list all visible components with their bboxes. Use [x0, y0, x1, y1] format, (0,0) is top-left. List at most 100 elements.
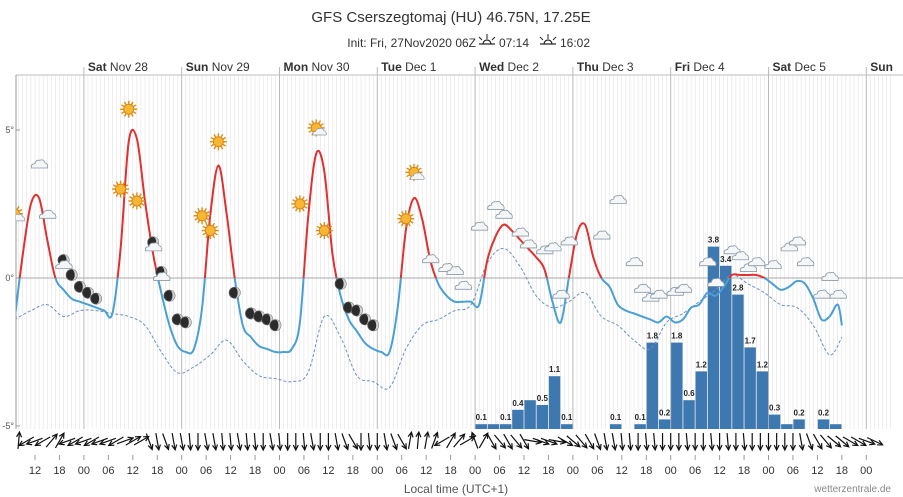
- precip-bar: [634, 424, 646, 429]
- wind-arrow: [667, 433, 674, 452]
- x-tick-label: 06: [787, 465, 799, 477]
- wind-arrow: [244, 432, 251, 452]
- sun-icon: [291, 195, 309, 213]
- x-tick-label: 06: [396, 465, 408, 477]
- wind-arrow: [203, 433, 210, 452]
- wind-arrow: [812, 433, 823, 450]
- wind-arrow: [732, 433, 739, 452]
- x-tick-label: 12: [518, 465, 530, 477]
- precip-bar: [671, 342, 683, 429]
- moon-icon: [90, 292, 103, 305]
- precip-label: 1.1: [549, 365, 561, 374]
- precip-label: 1.8: [671, 332, 683, 341]
- wind-arrow: [374, 433, 381, 452]
- precip-label: 1.8: [647, 332, 659, 341]
- x-tick-label: 18: [151, 465, 163, 477]
- wind-arrow: [503, 433, 513, 450]
- wind-arrow: [107, 436, 124, 447]
- wind-arrow: [269, 433, 276, 452]
- cloud-icon: [731, 251, 750, 261]
- precipitation-labels: 0.1 0.10.40.51.10.1 0.1 0.11.80.21.80.61.23…: [476, 236, 830, 423]
- dewpoint-line: [16, 247, 843, 390]
- wind-arrow: [397, 433, 407, 450]
- y-tick-label: -5°: [2, 421, 14, 431]
- cloud-icon: [312, 127, 327, 136]
- precip-bar: [658, 419, 671, 429]
- precip-bar: [830, 424, 842, 429]
- precip-label: 0.5: [537, 394, 549, 403]
- cloud-icon: [560, 236, 578, 246]
- precip-label: 1.2: [696, 360, 708, 369]
- y-tick-label: 5°: [5, 125, 14, 135]
- wind-arrow: [510, 434, 523, 449]
- wind-arrow: [749, 433, 756, 452]
- wind-arrow: [446, 432, 456, 449]
- precip-bar: [695, 371, 707, 429]
- x-tick-label: 06: [591, 465, 603, 477]
- day-label: Wed Dec 2: [479, 60, 539, 74]
- sun-icon: [128, 192, 146, 210]
- cloud-icon: [723, 245, 741, 255]
- wind-arrow: [194, 433, 202, 452]
- day-label: Sun Nov 29: [186, 60, 250, 74]
- precip-bar: [561, 424, 573, 429]
- chart-title: GFS Cserszegtomaj (HU) 46.75N, 17.25E: [311, 9, 590, 26]
- sunrise-time: 07:14: [499, 36, 529, 50]
- wind-arrow: [383, 433, 390, 452]
- x-tick-label: 18: [249, 465, 261, 477]
- wind-arrow: [493, 434, 507, 449]
- wind-arrow: [179, 433, 186, 452]
- wind-arrow: [858, 437, 877, 446]
- wind-arrow: [619, 432, 626, 452]
- x-tick-label: 00: [762, 465, 774, 477]
- wind-arrow: [187, 432, 194, 452]
- y-tick-label: 0°: [5, 273, 14, 283]
- x-tick-label: 06: [102, 465, 114, 477]
- cloud-icon: [454, 280, 472, 290]
- precip-label: 3.4: [720, 255, 732, 264]
- precip-bar: [744, 347, 756, 429]
- sunrise-icon: [478, 34, 496, 45]
- wind-arrow: [341, 433, 350, 451]
- wind-arrows: [16, 430, 884, 452]
- wind-arrow: [98, 437, 117, 446]
- moon-icon: [163, 289, 176, 302]
- wind-arrow: [575, 434, 588, 449]
- wind-arrow: [309, 433, 316, 452]
- precip-bar: [781, 424, 793, 429]
- wind-arrow: [227, 432, 234, 452]
- precip-bar: [720, 265, 732, 429]
- precip-label: 0.1: [561, 413, 573, 422]
- day-label: Sun: [870, 60, 893, 74]
- precip-bar: [768, 414, 781, 429]
- precip-bar: [536, 405, 549, 429]
- cloud-icon: [609, 194, 627, 204]
- precip-bar: [817, 419, 830, 429]
- wind-arrow: [540, 437, 559, 446]
- wind-arrow: [827, 435, 842, 448]
- wind-arrow: [819, 434, 833, 449]
- cloud-icon: [764, 260, 782, 270]
- precip-bar: [793, 419, 805, 429]
- sunset-time: 16:02: [560, 36, 590, 50]
- x-tick-label: 12: [420, 465, 432, 477]
- wind-arrow: [145, 433, 154, 451]
- cloud-icon: [30, 159, 49, 169]
- precip-bar: [732, 294, 744, 429]
- x-tick-label: 06: [200, 465, 212, 477]
- cloud-icon: [796, 257, 815, 267]
- moon-icon: [269, 319, 282, 332]
- wind-arrow: [348, 433, 359, 450]
- precip-bar: [683, 400, 695, 429]
- cloud-icon: [748, 257, 766, 267]
- wind-arrow: [325, 433, 332, 452]
- cloud-icon: [593, 230, 611, 240]
- wind-arrow: [781, 433, 788, 452]
- wind-arrow: [431, 431, 439, 449]
- wind-arrow: [54, 432, 65, 449]
- precip-label: 0.1: [500, 413, 512, 422]
- x-tick-label: 06: [298, 465, 310, 477]
- wind-arrow: [433, 436, 450, 447]
- wind-arrow: [643, 432, 650, 452]
- x-tick-label: 12: [29, 465, 41, 477]
